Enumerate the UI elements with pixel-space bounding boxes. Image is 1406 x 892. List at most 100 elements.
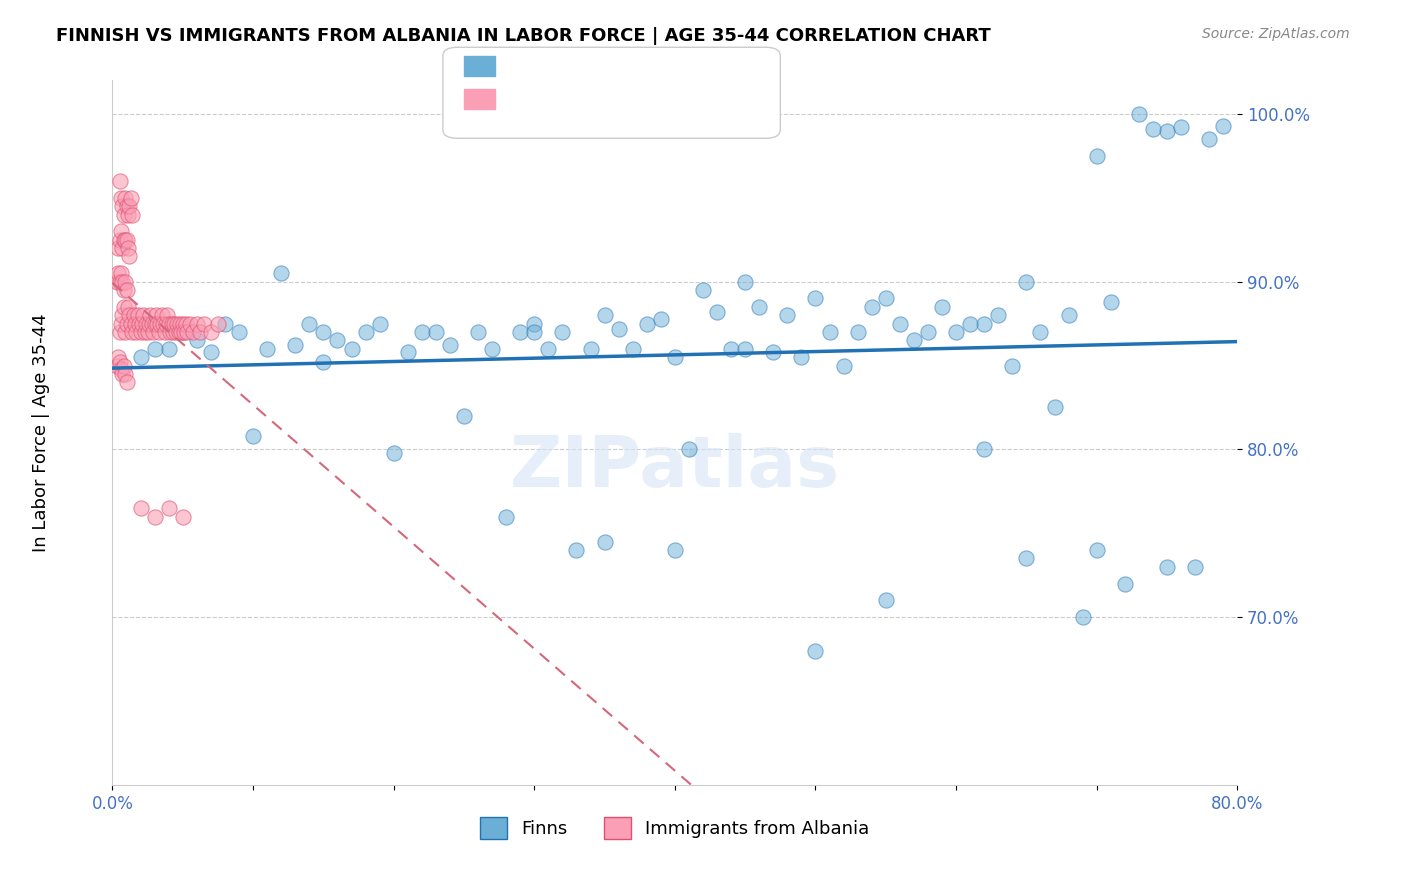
Immigrants from Albania xyxy=(143,509,166,524)
Immigrants from Albania xyxy=(110,266,132,280)
Immigrants from Albania xyxy=(188,325,211,339)
Finns xyxy=(593,308,616,322)
Immigrants from Albania xyxy=(105,359,128,373)
Immigrants from Albania xyxy=(165,325,187,339)
Immigrants from Albania xyxy=(149,317,172,331)
Immigrants from Albania xyxy=(142,325,165,339)
Finns xyxy=(1001,359,1024,373)
Finns xyxy=(256,342,278,356)
Immigrants from Albania xyxy=(166,317,188,331)
Finns xyxy=(1212,119,1234,133)
Immigrants from Albania xyxy=(115,199,138,213)
Immigrants from Albania xyxy=(170,325,193,339)
Finns xyxy=(186,334,208,348)
Finns xyxy=(987,308,1010,322)
Finns xyxy=(860,300,883,314)
Immigrants from Albania xyxy=(176,325,198,339)
Finns xyxy=(875,292,897,306)
Finns xyxy=(945,325,967,339)
Finns xyxy=(706,305,728,319)
Finns xyxy=(481,342,503,356)
Finns xyxy=(607,321,630,335)
Immigrants from Albania xyxy=(181,325,204,339)
Finns xyxy=(439,338,461,352)
Finns xyxy=(734,275,756,289)
Immigrants from Albania xyxy=(131,317,153,331)
Finns xyxy=(551,325,574,339)
Finns xyxy=(172,325,194,339)
Immigrants from Albania xyxy=(128,317,150,331)
Immigrants from Albania xyxy=(129,325,152,339)
Immigrants from Albania xyxy=(111,367,134,381)
Immigrants from Albania xyxy=(111,308,134,322)
Finns xyxy=(593,534,616,549)
Finns xyxy=(804,644,827,658)
Immigrants from Albania xyxy=(159,325,181,339)
Immigrants from Albania xyxy=(162,325,184,339)
Finns xyxy=(748,300,770,314)
Immigrants from Albania xyxy=(121,207,143,221)
Immigrants from Albania xyxy=(157,317,180,331)
Finns xyxy=(1099,294,1122,309)
Immigrants from Albania xyxy=(108,233,131,247)
Immigrants from Albania xyxy=(200,325,222,339)
Immigrants from Albania xyxy=(174,317,197,331)
Immigrants from Albania xyxy=(112,300,135,314)
Immigrants from Albania xyxy=(112,283,135,297)
Immigrants from Albania xyxy=(160,317,183,331)
Finns xyxy=(650,311,672,326)
Immigrants from Albania xyxy=(108,325,131,339)
Finns xyxy=(382,446,405,460)
Immigrants from Albania xyxy=(124,317,146,331)
Immigrants from Albania xyxy=(179,317,201,331)
Legend: Finns, Immigrants from Albania: Finns, Immigrants from Albania xyxy=(472,810,877,847)
Finns xyxy=(720,342,742,356)
Immigrants from Albania xyxy=(143,317,166,331)
Finns xyxy=(959,317,981,331)
Finns xyxy=(312,355,335,369)
Finns xyxy=(537,342,560,356)
Immigrants from Albania xyxy=(115,233,138,247)
Immigrants from Albania xyxy=(152,317,174,331)
Immigrants from Albania xyxy=(186,317,208,331)
Immigrants from Albania xyxy=(138,317,160,331)
Immigrants from Albania xyxy=(108,174,131,188)
Finns xyxy=(1156,123,1178,137)
Immigrants from Albania xyxy=(107,350,129,364)
Finns xyxy=(523,317,546,331)
Finns xyxy=(1085,149,1108,163)
Immigrants from Albania xyxy=(118,308,141,322)
Immigrants from Albania xyxy=(111,241,134,255)
Immigrants from Albania xyxy=(110,224,132,238)
Immigrants from Albania xyxy=(108,355,131,369)
Finns xyxy=(903,334,925,348)
Finns xyxy=(1029,325,1052,339)
Finns xyxy=(270,266,292,280)
Finns xyxy=(1156,559,1178,574)
Finns xyxy=(1114,576,1136,591)
Immigrants from Albania xyxy=(193,317,215,331)
Immigrants from Albania xyxy=(207,317,229,331)
Finns xyxy=(678,442,700,457)
Finns xyxy=(692,283,714,297)
Finns xyxy=(143,342,166,356)
Finns xyxy=(621,342,644,356)
Finns xyxy=(298,317,321,331)
Immigrants from Albania xyxy=(157,501,180,516)
Finns xyxy=(846,325,869,339)
Finns xyxy=(762,345,785,359)
Finns xyxy=(790,350,813,364)
Finns xyxy=(1057,308,1080,322)
Finns xyxy=(228,325,250,339)
Immigrants from Albania xyxy=(114,325,136,339)
Finns xyxy=(1015,551,1038,566)
Finns xyxy=(326,334,349,348)
Immigrants from Albania xyxy=(117,241,139,255)
Finns xyxy=(636,317,658,331)
Finns xyxy=(453,409,475,423)
Finns xyxy=(804,292,827,306)
Finns xyxy=(1128,107,1150,121)
Finns xyxy=(425,325,447,339)
Finns xyxy=(1015,275,1038,289)
Finns xyxy=(467,325,489,339)
